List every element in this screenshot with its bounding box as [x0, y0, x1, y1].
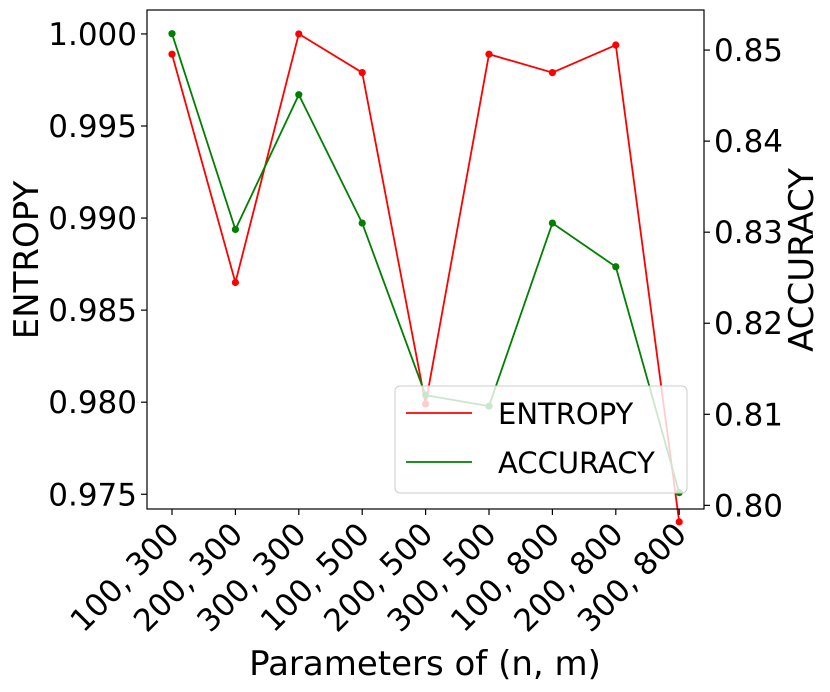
y-axis-left-label: ENTROPY	[7, 180, 47, 339]
entropy-point	[612, 41, 620, 49]
y-right-tick-label: 0.80	[714, 488, 783, 524]
entropy-point	[231, 278, 239, 287]
accuracy-point	[231, 225, 239, 234]
y-left-tick-label: 0.980	[48, 385, 137, 421]
legend: ENTROPY ACCURACY	[394, 385, 688, 494]
y-left-tick-label: 0.990	[48, 201, 137, 237]
legend-accuracy-label: ACCURACY	[498, 446, 655, 480]
entropy-point	[168, 50, 176, 58]
y-right-tick-label: 0.82	[714, 306, 783, 342]
entropy-point	[295, 30, 303, 38]
y-left-tick-label: 1.000	[48, 17, 137, 53]
accuracy-point	[548, 219, 557, 227]
accuracy-point	[295, 91, 303, 99]
y-axis-right-label: ACCURACY	[782, 168, 822, 352]
accuracy-point	[612, 263, 620, 271]
tick-layer: 0.975 0.980 0.985 0.990 0.995 1.000 0.80 0.81 0.…	[48, 17, 783, 639]
accuracy-point	[168, 30, 176, 38]
y-right-tick-label: 0.85	[714, 33, 783, 69]
y-left-tick-label: 0.985	[48, 293, 137, 329]
entropy-point	[485, 50, 493, 58]
y-right-tick-label: 0.81	[714, 397, 783, 433]
x-axis-label: Parameters of (n, m)	[249, 644, 601, 684]
y-right-tick-label: 0.84	[714, 124, 783, 160]
y-left-tick-label: 0.995	[48, 109, 137, 145]
entropy-point	[675, 518, 683, 526]
y-left-tick-label: 0.975	[48, 477, 137, 513]
accuracy-point	[358, 219, 366, 227]
entropy-point	[358, 69, 366, 77]
y-right-tick-label: 0.83	[714, 215, 783, 251]
legend-entropy-label: ENTROPY	[498, 397, 634, 431]
entropy-point	[548, 69, 557, 77]
